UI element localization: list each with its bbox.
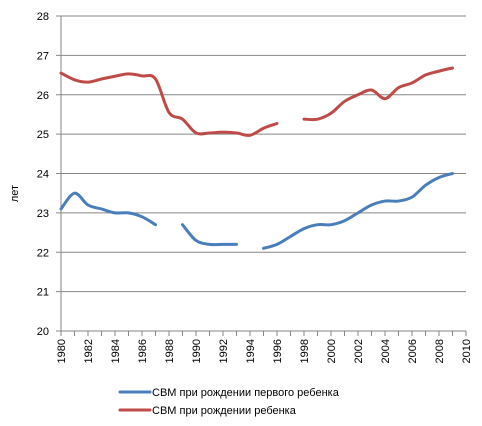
y-tick-label: 23	[37, 208, 49, 220]
x-tick-label: 2010	[461, 339, 473, 363]
gridlines	[61, 15, 466, 332]
x-tick-label: 1986	[137, 339, 149, 363]
series-line-1	[181, 223, 238, 247]
x-tick-label: 1982	[83, 339, 95, 363]
legend-label-1: СВМ при рождении первого ребенка	[152, 387, 340, 399]
y-tick-label: 22	[37, 247, 49, 259]
x-tick-label: 2008	[434, 339, 446, 363]
x-tick-label: 2006	[407, 339, 419, 363]
x-tick-label: 1998	[299, 339, 311, 363]
x-tick-label: 1994	[245, 339, 257, 363]
series-lines	[59, 66, 454, 250]
y-tick-label: 24	[37, 169, 49, 181]
y-tick-label: 27	[37, 50, 49, 62]
x-tick-label: 1996	[272, 339, 284, 363]
x-tick-label: 1984	[110, 339, 122, 363]
y-tick-label: 25	[37, 129, 49, 141]
x-tick-label: 2000	[326, 339, 338, 363]
x-tick-label: 2002	[353, 339, 365, 363]
y-tick-label: 21	[37, 287, 49, 299]
x-axis-tick-labels: 1980 1982 1984 1986 1988 1990 1992 1994 1996 1998…	[56, 339, 473, 363]
series-line-2	[302, 66, 454, 122]
y-tick-label: 20	[37, 326, 49, 338]
series-line-1	[59, 191, 157, 227]
x-tick-label: 1990	[191, 339, 203, 363]
x-tick-label: 1988	[164, 339, 176, 363]
legend-label-2: СВМ при рождении ребенка	[152, 405, 297, 417]
legend: СВМ при рождении первого ребенка СВМ при …	[118, 387, 340, 417]
x-tick-label: 1992	[218, 339, 230, 363]
series-line-2	[59, 71, 279, 137]
y-axis-tick-labels: 20 21 22 23 24 25 26 27 28	[37, 11, 49, 338]
series-line-1	[262, 172, 454, 250]
x-tick-label: 1980	[56, 339, 68, 363]
x-tick-label: 2004	[380, 339, 392, 363]
y-tick-label: 26	[37, 90, 49, 102]
y-axis-title: лет	[9, 185, 21, 202]
axes	[56, 15, 467, 336]
y-tick-label: 28	[37, 11, 49, 23]
